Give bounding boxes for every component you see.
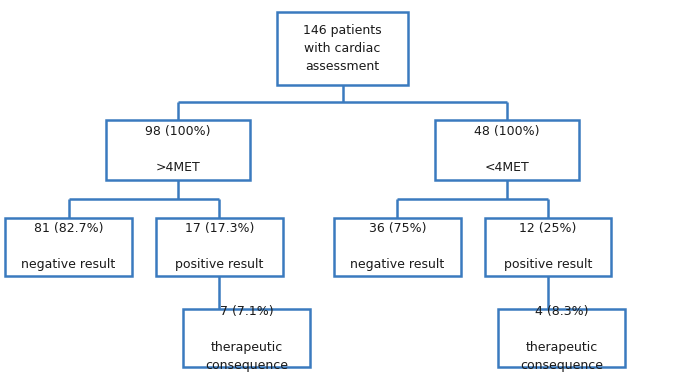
Text: 7 (7.1%)

therapeutic
consequence: 7 (7.1%) therapeutic consequence: [205, 305, 288, 372]
FancyBboxPatch shape: [435, 120, 579, 180]
FancyBboxPatch shape: [5, 218, 132, 276]
Text: 4 (8.3%)

therapeutic
consequence: 4 (8.3%) therapeutic consequence: [520, 305, 603, 372]
FancyBboxPatch shape: [106, 120, 250, 180]
Text: 146 patients
with cardiac
assessment: 146 patients with cardiac assessment: [303, 24, 382, 73]
Text: 17 (17.3%)

positive result: 17 (17.3%) positive result: [175, 222, 264, 272]
Text: 48 (100%)

<4MET: 48 (100%) <4MET: [474, 125, 540, 174]
FancyBboxPatch shape: [334, 218, 460, 276]
FancyBboxPatch shape: [183, 310, 310, 367]
FancyBboxPatch shape: [484, 218, 612, 276]
Text: 12 (25%)

positive result: 12 (25%) positive result: [503, 222, 593, 272]
FancyBboxPatch shape: [498, 310, 625, 367]
Text: 36 (75%)

negative result: 36 (75%) negative result: [350, 222, 445, 272]
Text: 81 (82.7%)

negative result: 81 (82.7%) negative result: [21, 222, 116, 272]
FancyBboxPatch shape: [156, 218, 282, 276]
Text: 98 (100%)

>4MET: 98 (100%) >4MET: [145, 125, 211, 174]
FancyBboxPatch shape: [277, 12, 408, 85]
